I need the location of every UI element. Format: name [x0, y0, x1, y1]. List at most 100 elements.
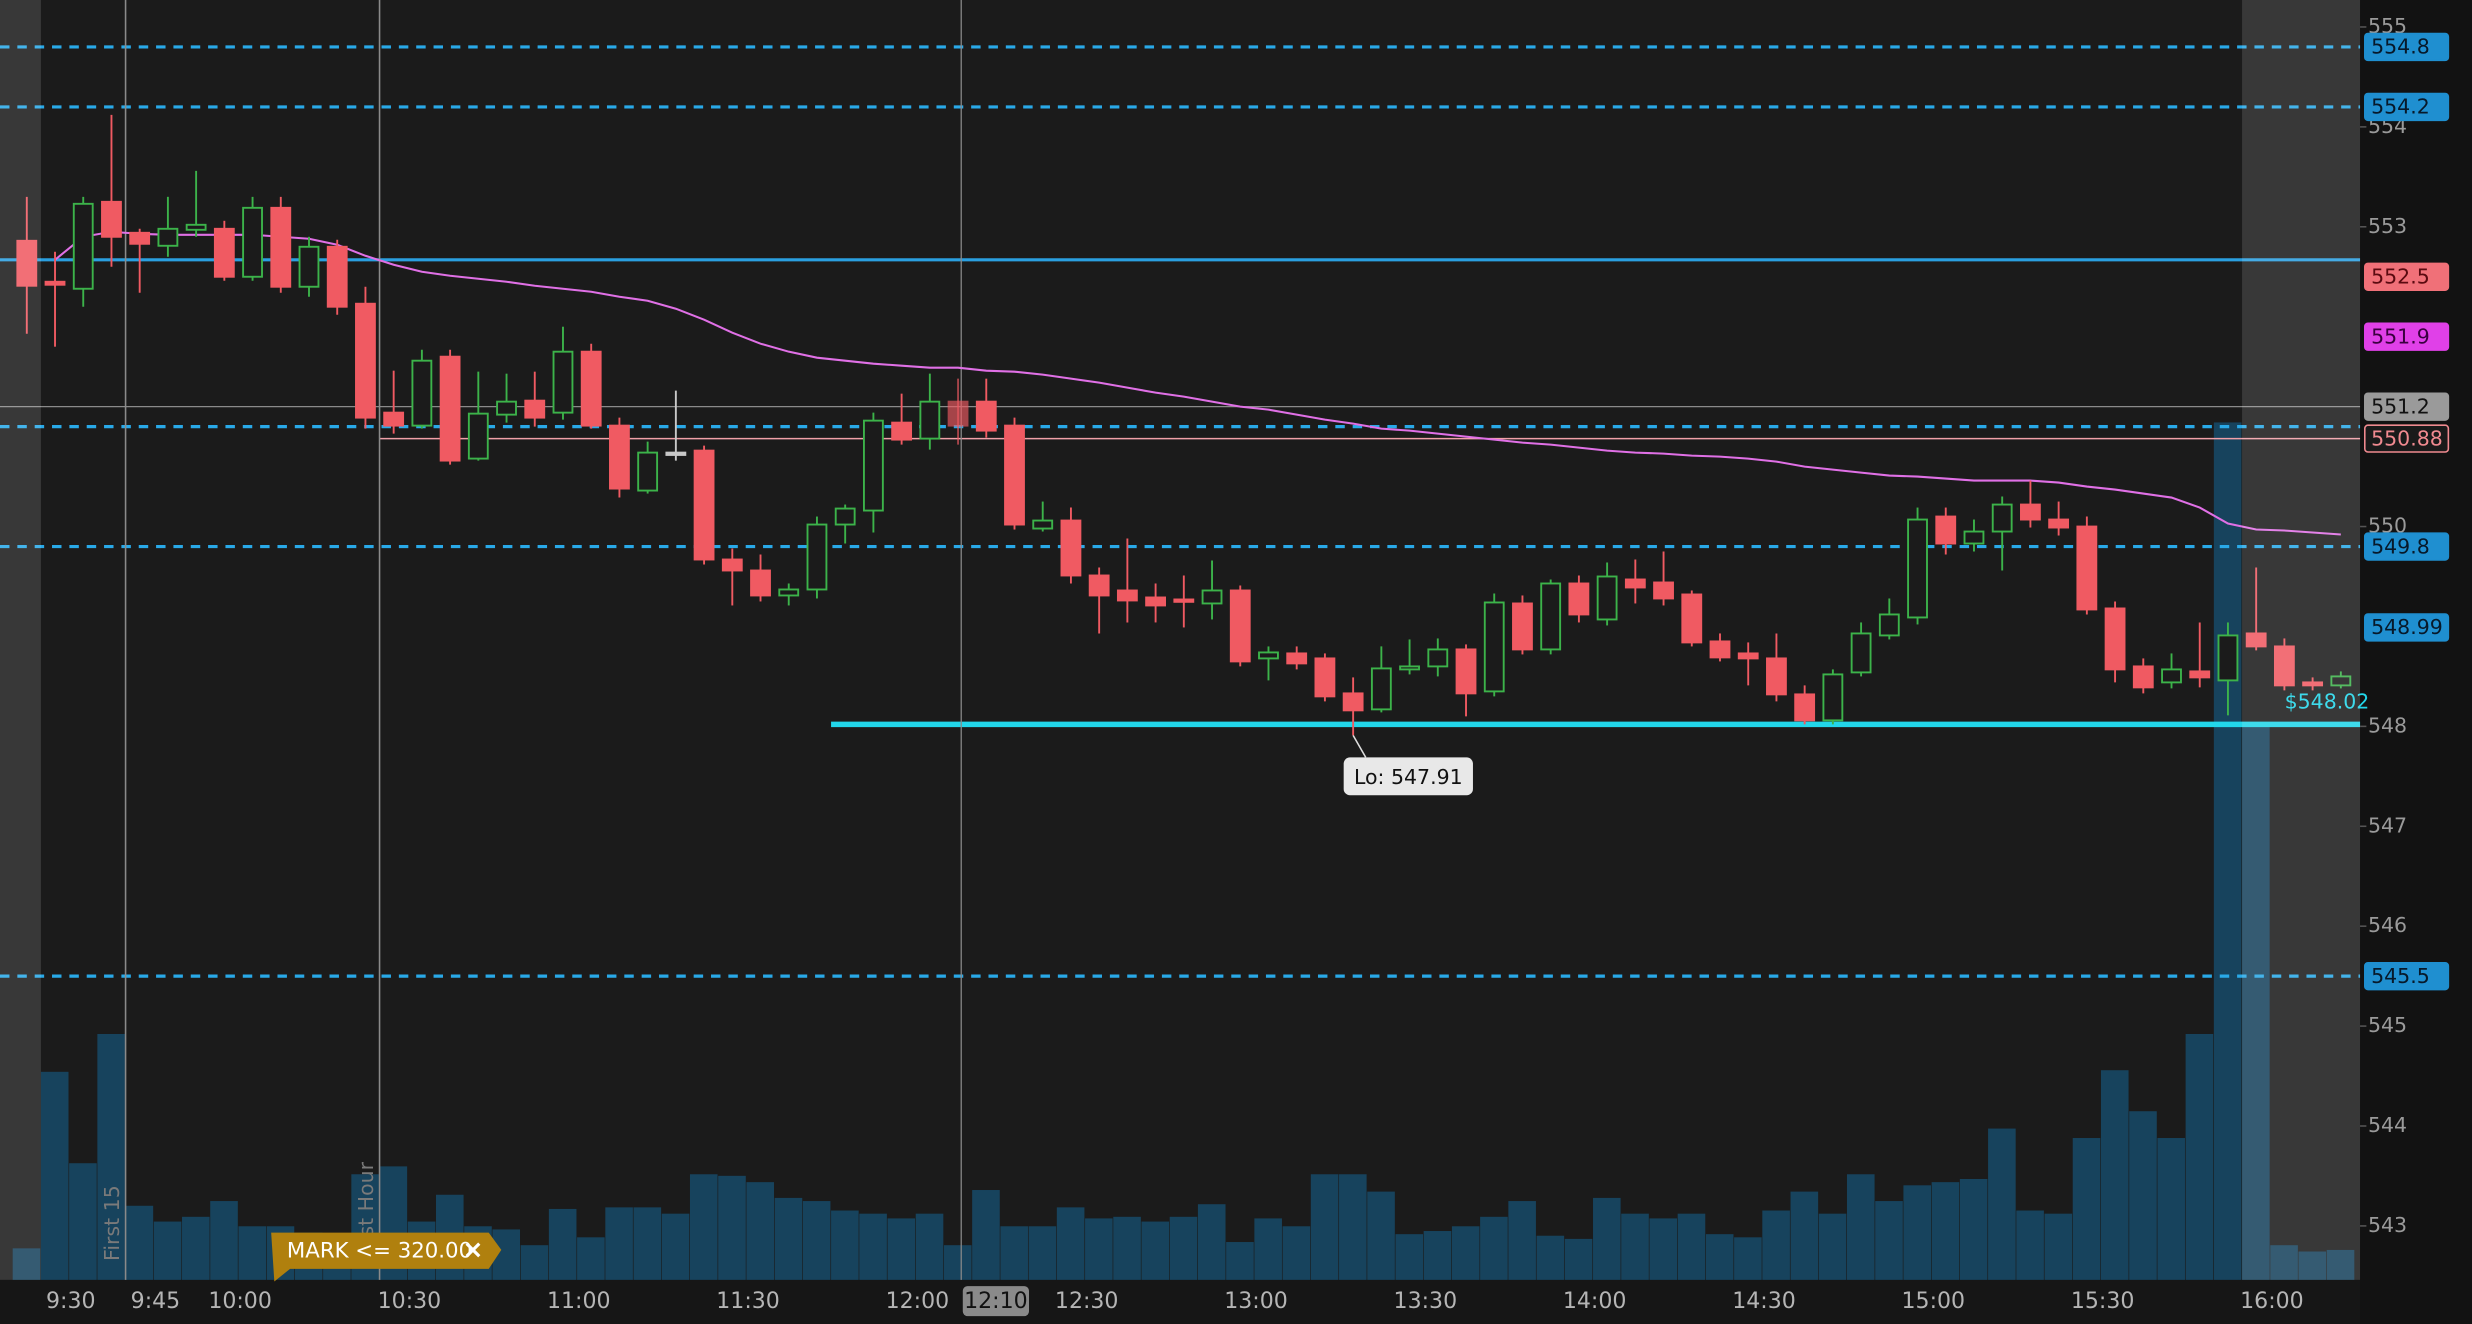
candle-body	[1935, 515, 1957, 545]
volume-bar	[238, 1226, 267, 1280]
candle-body	[609, 424, 630, 490]
y-tick-label: 546	[2368, 913, 2407, 937]
volume-bar	[1197, 1204, 1226, 1280]
price-tag	[2364, 532, 2450, 561]
volume-bar	[1085, 1218, 1113, 1280]
volume-bar	[1988, 1128, 2016, 1280]
volume-bar	[2072, 1138, 2101, 1280]
candle-body	[2330, 675, 2352, 687]
volume-bar	[859, 1213, 887, 1280]
candle-body	[326, 245, 348, 308]
candle-body	[2273, 645, 2295, 687]
candle-body	[1483, 601, 1505, 693]
candle-body	[383, 411, 405, 427]
candle-body	[1399, 665, 1420, 671]
candle-body	[1286, 652, 1308, 665]
volume-bar	[1564, 1238, 1593, 1280]
volume-bar	[1762, 1210, 1790, 1280]
volume-bar	[548, 1208, 577, 1280]
candle-body	[1032, 519, 1054, 530]
candle-body	[1540, 582, 1562, 651]
price-axis-background	[2360, 0, 2472, 1324]
price-tag	[2364, 92, 2450, 122]
candle-body	[72, 202, 94, 290]
volume-bar	[182, 1216, 210, 1280]
candle-body	[185, 223, 207, 231]
volume-bar	[1141, 1221, 1170, 1280]
y-tick-label: 547	[2368, 813, 2407, 837]
candle-body	[834, 507, 856, 526]
volume-bar	[1875, 1201, 1903, 1280]
volume-bar	[1593, 1197, 1621, 1280]
price-tag-label: 551.9	[2371, 324, 2430, 348]
candle-body	[1794, 693, 1816, 722]
volume-bar	[1339, 1174, 1367, 1280]
candle-body	[467, 412, 489, 460]
candle-body	[1624, 578, 1646, 589]
candle-body	[1596, 575, 1618, 621]
volume-bar	[1621, 1213, 1649, 1280]
candle-body	[242, 206, 263, 278]
x-tick-label: 9:45	[131, 1289, 181, 1314]
candle-body	[1455, 648, 1477, 695]
candle-body	[580, 350, 602, 427]
candle-body	[298, 245, 320, 288]
alert-tag	[271, 1232, 502, 1282]
candle-body	[496, 400, 517, 416]
volume-bar	[831, 1210, 859, 1280]
candle-body	[806, 523, 828, 591]
candle-body	[129, 231, 151, 245]
volume-bar	[1818, 1213, 1847, 1280]
volume-bar	[1451, 1226, 1480, 1280]
candle-body	[2161, 668, 2182, 684]
volume-bar	[2016, 1210, 2044, 1280]
x-tick-label: 10:30	[378, 1289, 442, 1314]
volume-bar	[1169, 1216, 1198, 1280]
candle-body	[1229, 589, 1251, 663]
volume-bar	[1903, 1185, 1932, 1280]
candle-body	[2302, 681, 2324, 687]
candle-body	[1653, 581, 1674, 600]
volume-bar	[1226, 1242, 1254, 1280]
candle-body	[1145, 596, 1167, 607]
time-axis-background	[0, 1279, 2361, 1324]
volume-bar	[1113, 1216, 1141, 1280]
volume-bar	[577, 1237, 605, 1280]
candle-body	[1963, 530, 1985, 545]
candle-body	[2217, 634, 2239, 682]
candle-body	[1709, 640, 1731, 659]
volume-bar	[915, 1213, 944, 1280]
price-tag	[2364, 32, 2450, 62]
candle-body	[1568, 582, 1590, 616]
candle-body	[1258, 651, 1279, 660]
volume-bar	[661, 1213, 690, 1280]
volume-bar	[1000, 1226, 1028, 1280]
volume-bar	[746, 1182, 774, 1280]
y-tick-label: 550	[2368, 514, 2407, 538]
candle-body	[1512, 602, 1533, 651]
volume-bar	[2326, 1249, 2355, 1280]
extended-hours	[0, 0, 41, 1280]
volume-bar	[605, 1207, 633, 1280]
volume-bar	[1536, 1235, 1565, 1280]
candle-body	[2076, 525, 2098, 611]
candle-body	[439, 355, 461, 462]
candle-body	[862, 419, 884, 512]
candle-body	[721, 558, 743, 572]
lo-box	[1343, 757, 1473, 796]
candle-body	[1907, 518, 1928, 619]
candle-body	[1060, 519, 1082, 577]
candle-body	[1116, 589, 1138, 602]
volume-bar	[689, 1174, 718, 1280]
plot-background	[0, 0, 2360, 1280]
price-tag	[2364, 961, 2450, 991]
candle-body	[637, 451, 659, 492]
candle-body	[1088, 574, 1110, 597]
y-tick-label: 543	[2368, 1213, 2407, 1237]
volume-bar	[1480, 1216, 1508, 1280]
volume-bar	[718, 1175, 746, 1280]
y-tick-label: 553	[2368, 214, 2407, 238]
volume-bar	[210, 1201, 238, 1280]
volume-bar	[1254, 1218, 1282, 1280]
